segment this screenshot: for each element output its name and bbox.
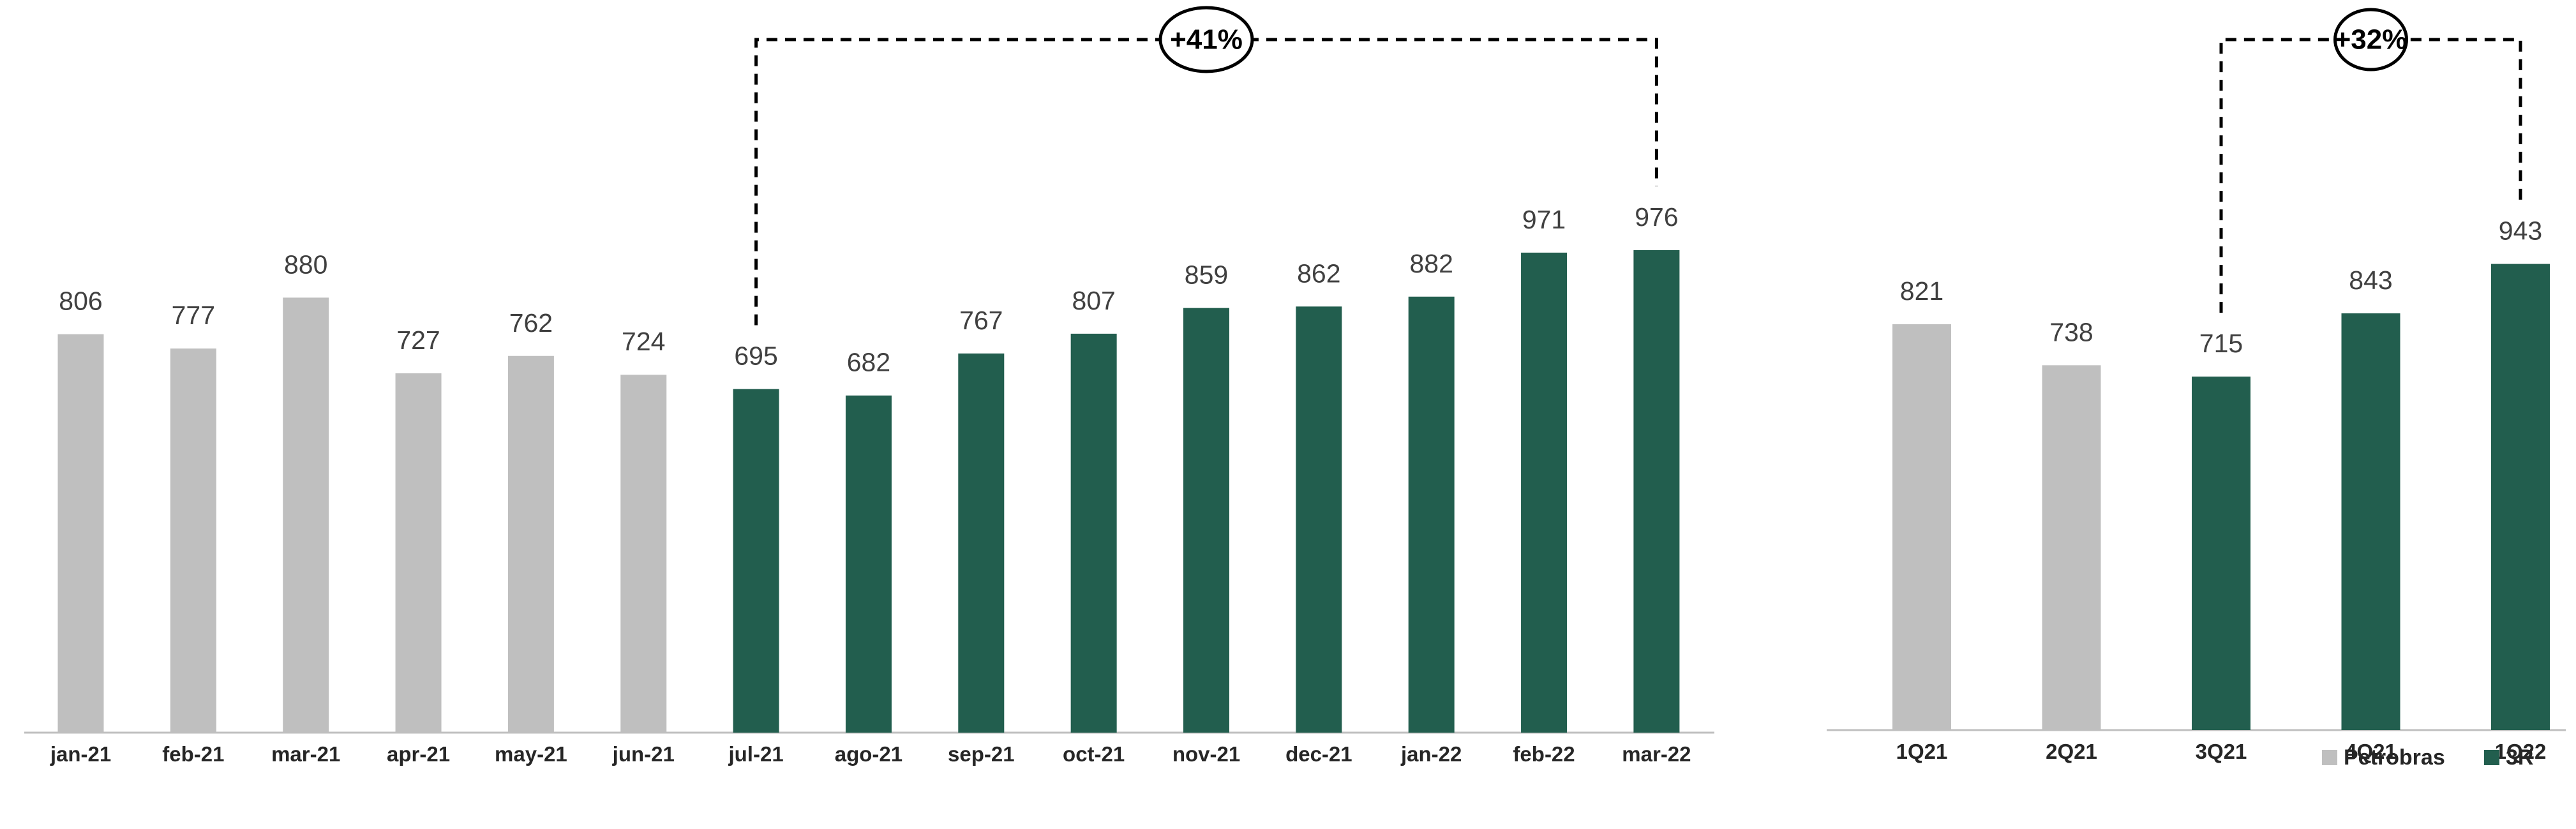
bar-3Q21	[2192, 377, 2250, 730]
tick-label-mar-22: mar-22	[1622, 742, 1691, 766]
tick-label-mar-21: mar-21	[271, 742, 340, 766]
data-label-mar-21: 880	[284, 250, 327, 279]
tick-label-jan-22: jan-22	[1400, 742, 1462, 766]
legend-swatch-petrobras	[2322, 750, 2337, 765]
data-label-oct-21: 807	[1072, 286, 1115, 315]
tick-label-3Q21: 3Q21	[2196, 740, 2247, 763]
legend: Petrobras 3R	[2322, 745, 2533, 770]
data-label-dec-21: 862	[1297, 258, 1340, 288]
tick-label-1Q21: 1Q21	[1896, 740, 1948, 763]
growth-badge	[2333, 8, 2408, 71]
bar-mar-22	[1633, 250, 1680, 733]
bar-2Q21	[2042, 365, 2101, 730]
tick-label-apr-21: apr-21	[387, 742, 450, 766]
growth-badge-label: +41%	[1170, 24, 1243, 56]
tick-label-may-21: may-21	[495, 742, 567, 766]
data-label-4Q21: 843	[2349, 265, 2392, 295]
growth-bracket	[2219, 38, 2522, 313]
tick-label-jul-21: jul-21	[728, 742, 783, 766]
bar-nov-21	[1183, 308, 1229, 733]
data-label-jul-21: 695	[734, 341, 777, 371]
growth-badge	[1158, 6, 1254, 73]
bar-may-21	[507, 355, 554, 733]
bar-dec-21	[1296, 306, 1342, 733]
data-label-nov-21: 859	[1185, 260, 1228, 290]
tick-label-feb-21: feb-21	[162, 742, 224, 766]
tick-label-ago-21: ago-21	[835, 742, 902, 766]
legend-label-3r: 3R	[2506, 745, 2533, 770]
monthly-panel: 806 jan-21 777 feb-21 880 mar-21 727 apr-21 762 m…	[24, 6, 1714, 766]
bar-1Q22	[2491, 264, 2550, 730]
tick-label-jan-21: jan-21	[50, 742, 111, 766]
bar-1Q21	[1892, 324, 1951, 730]
bar-jan-21	[57, 334, 104, 733]
data-label-apr-21: 727	[396, 325, 440, 355]
data-label-3Q21: 715	[2199, 329, 2243, 358]
bar-sep-21	[958, 353, 1005, 733]
legend-label-petrobras: Petrobras	[2344, 745, 2445, 770]
tick-label-4Q21: 4Q21	[2345, 740, 2397, 763]
data-label-1Q21: 821	[1900, 276, 1943, 306]
bar-feb-21	[170, 348, 216, 733]
bar-feb-22	[1521, 252, 1568, 733]
growth-bracket	[754, 38, 1658, 325]
quarterly-panel: 821 1Q21 738 2Q21 715 3Q21 843 4Q21 943 1Q22 +32%	[1827, 8, 2566, 763]
data-label-mar-22: 976	[1635, 202, 1678, 232]
data-label-feb-21: 777	[172, 301, 215, 330]
data-label-jan-22: 882	[1409, 249, 1453, 278]
bar-oct-21	[1070, 333, 1117, 733]
data-label-ago-21: 682	[847, 348, 890, 377]
legend-swatch-3r	[2484, 750, 2499, 765]
bar-ago-21	[845, 395, 892, 733]
bar-jul-21	[733, 389, 779, 733]
bar-jun-21	[620, 375, 667, 733]
data-label-1Q22: 943	[2499, 216, 2542, 246]
tick-label-nov-21: nov-21	[1172, 742, 1240, 766]
bar-mar-21	[283, 297, 329, 733]
bar-jan-22	[1408, 296, 1455, 733]
tick-label-oct-21: oct-21	[1063, 742, 1125, 766]
tick-label-sep-21: sep-21	[948, 742, 1015, 766]
tick-label-2Q21: 2Q21	[2046, 740, 2097, 763]
data-label-jan-21: 806	[59, 287, 102, 316]
data-label-jun-21: 724	[622, 327, 665, 356]
tick-label-1Q22: 1Q22	[2495, 740, 2547, 763]
data-label-feb-22: 971	[1522, 205, 1566, 234]
tick-label-dec-21: dec-21	[1285, 742, 1352, 766]
data-label-2Q21: 738	[2049, 317, 2093, 347]
tick-label-jun-21: jun-21	[612, 742, 675, 766]
data-label-sep-21: 767	[959, 306, 1003, 335]
data-label-may-21: 762	[509, 308, 553, 338]
tick-label-feb-22: feb-22	[1513, 742, 1575, 766]
bar-apr-21	[395, 373, 442, 733]
bar-4Q21	[2341, 313, 2400, 730]
growth-badge-label: +32%	[2335, 24, 2408, 56]
